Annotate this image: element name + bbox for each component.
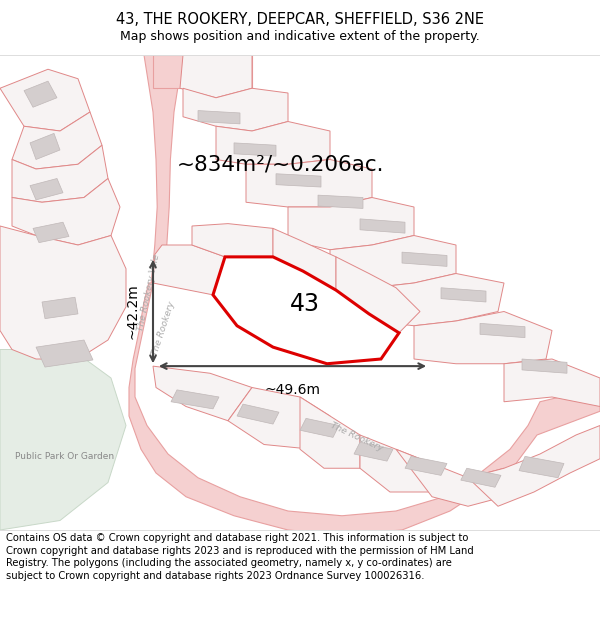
Polygon shape	[153, 55, 252, 88]
Polygon shape	[24, 81, 57, 107]
Polygon shape	[441, 288, 486, 302]
Polygon shape	[0, 69, 90, 131]
Polygon shape	[180, 55, 252, 98]
Polygon shape	[183, 88, 288, 131]
Polygon shape	[237, 404, 279, 424]
Polygon shape	[198, 111, 240, 124]
Polygon shape	[461, 468, 501, 488]
Polygon shape	[153, 245, 225, 295]
Polygon shape	[42, 298, 78, 319]
Polygon shape	[153, 366, 252, 421]
Polygon shape	[216, 121, 330, 164]
Polygon shape	[519, 456, 564, 478]
Polygon shape	[213, 257, 399, 364]
Text: 43, THE ROOKERY, DEEPCAR, SHEFFIELD, S36 2NE: 43, THE ROOKERY, DEEPCAR, SHEFFIELD, S36…	[116, 12, 484, 27]
Polygon shape	[234, 143, 276, 156]
Text: ~49.6m: ~49.6m	[265, 382, 320, 397]
Polygon shape	[36, 340, 93, 367]
Polygon shape	[354, 442, 393, 461]
Polygon shape	[171, 390, 219, 409]
Polygon shape	[330, 236, 456, 288]
Polygon shape	[468, 426, 600, 506]
Polygon shape	[288, 198, 414, 250]
Text: 43: 43	[290, 292, 320, 316]
Text: ~834m²/~0.206ac.: ~834m²/~0.206ac.	[177, 154, 385, 174]
Polygon shape	[228, 388, 330, 449]
Text: The Rookery: The Rookery	[329, 421, 385, 454]
Polygon shape	[192, 224, 273, 257]
Polygon shape	[12, 112, 102, 169]
Polygon shape	[144, 55, 183, 283]
Polygon shape	[300, 418, 339, 437]
Polygon shape	[276, 174, 321, 187]
Text: Map shows position and indicative extent of the property.: Map shows position and indicative extent…	[120, 30, 480, 43]
Polygon shape	[360, 219, 405, 233]
Polygon shape	[318, 195, 363, 208]
Polygon shape	[246, 159, 372, 207]
Polygon shape	[402, 252, 447, 266]
Polygon shape	[30, 133, 60, 159]
Text: The Rookery Vale: The Rookery Vale	[136, 253, 161, 332]
Polygon shape	[504, 359, 600, 406]
Polygon shape	[300, 397, 360, 468]
Polygon shape	[129, 283, 600, 535]
Polygon shape	[414, 311, 552, 364]
Polygon shape	[30, 179, 63, 200]
Polygon shape	[372, 274, 504, 326]
Polygon shape	[12, 145, 108, 202]
Polygon shape	[273, 228, 336, 290]
Text: The Rookery: The Rookery	[150, 300, 176, 356]
Polygon shape	[33, 222, 69, 243]
Polygon shape	[405, 456, 447, 476]
Polygon shape	[12, 179, 120, 245]
Polygon shape	[480, 323, 525, 338]
Text: ~42.2m: ~42.2m	[126, 284, 140, 339]
Polygon shape	[396, 449, 504, 506]
Polygon shape	[336, 257, 420, 333]
Text: Public Park Or Garden: Public Park Or Garden	[15, 452, 114, 461]
Text: Contains OS data © Crown copyright and database right 2021. This information is : Contains OS data © Crown copyright and d…	[6, 533, 474, 581]
Polygon shape	[360, 435, 432, 492]
Polygon shape	[0, 349, 126, 530]
Polygon shape	[522, 359, 567, 373]
Polygon shape	[0, 226, 126, 359]
